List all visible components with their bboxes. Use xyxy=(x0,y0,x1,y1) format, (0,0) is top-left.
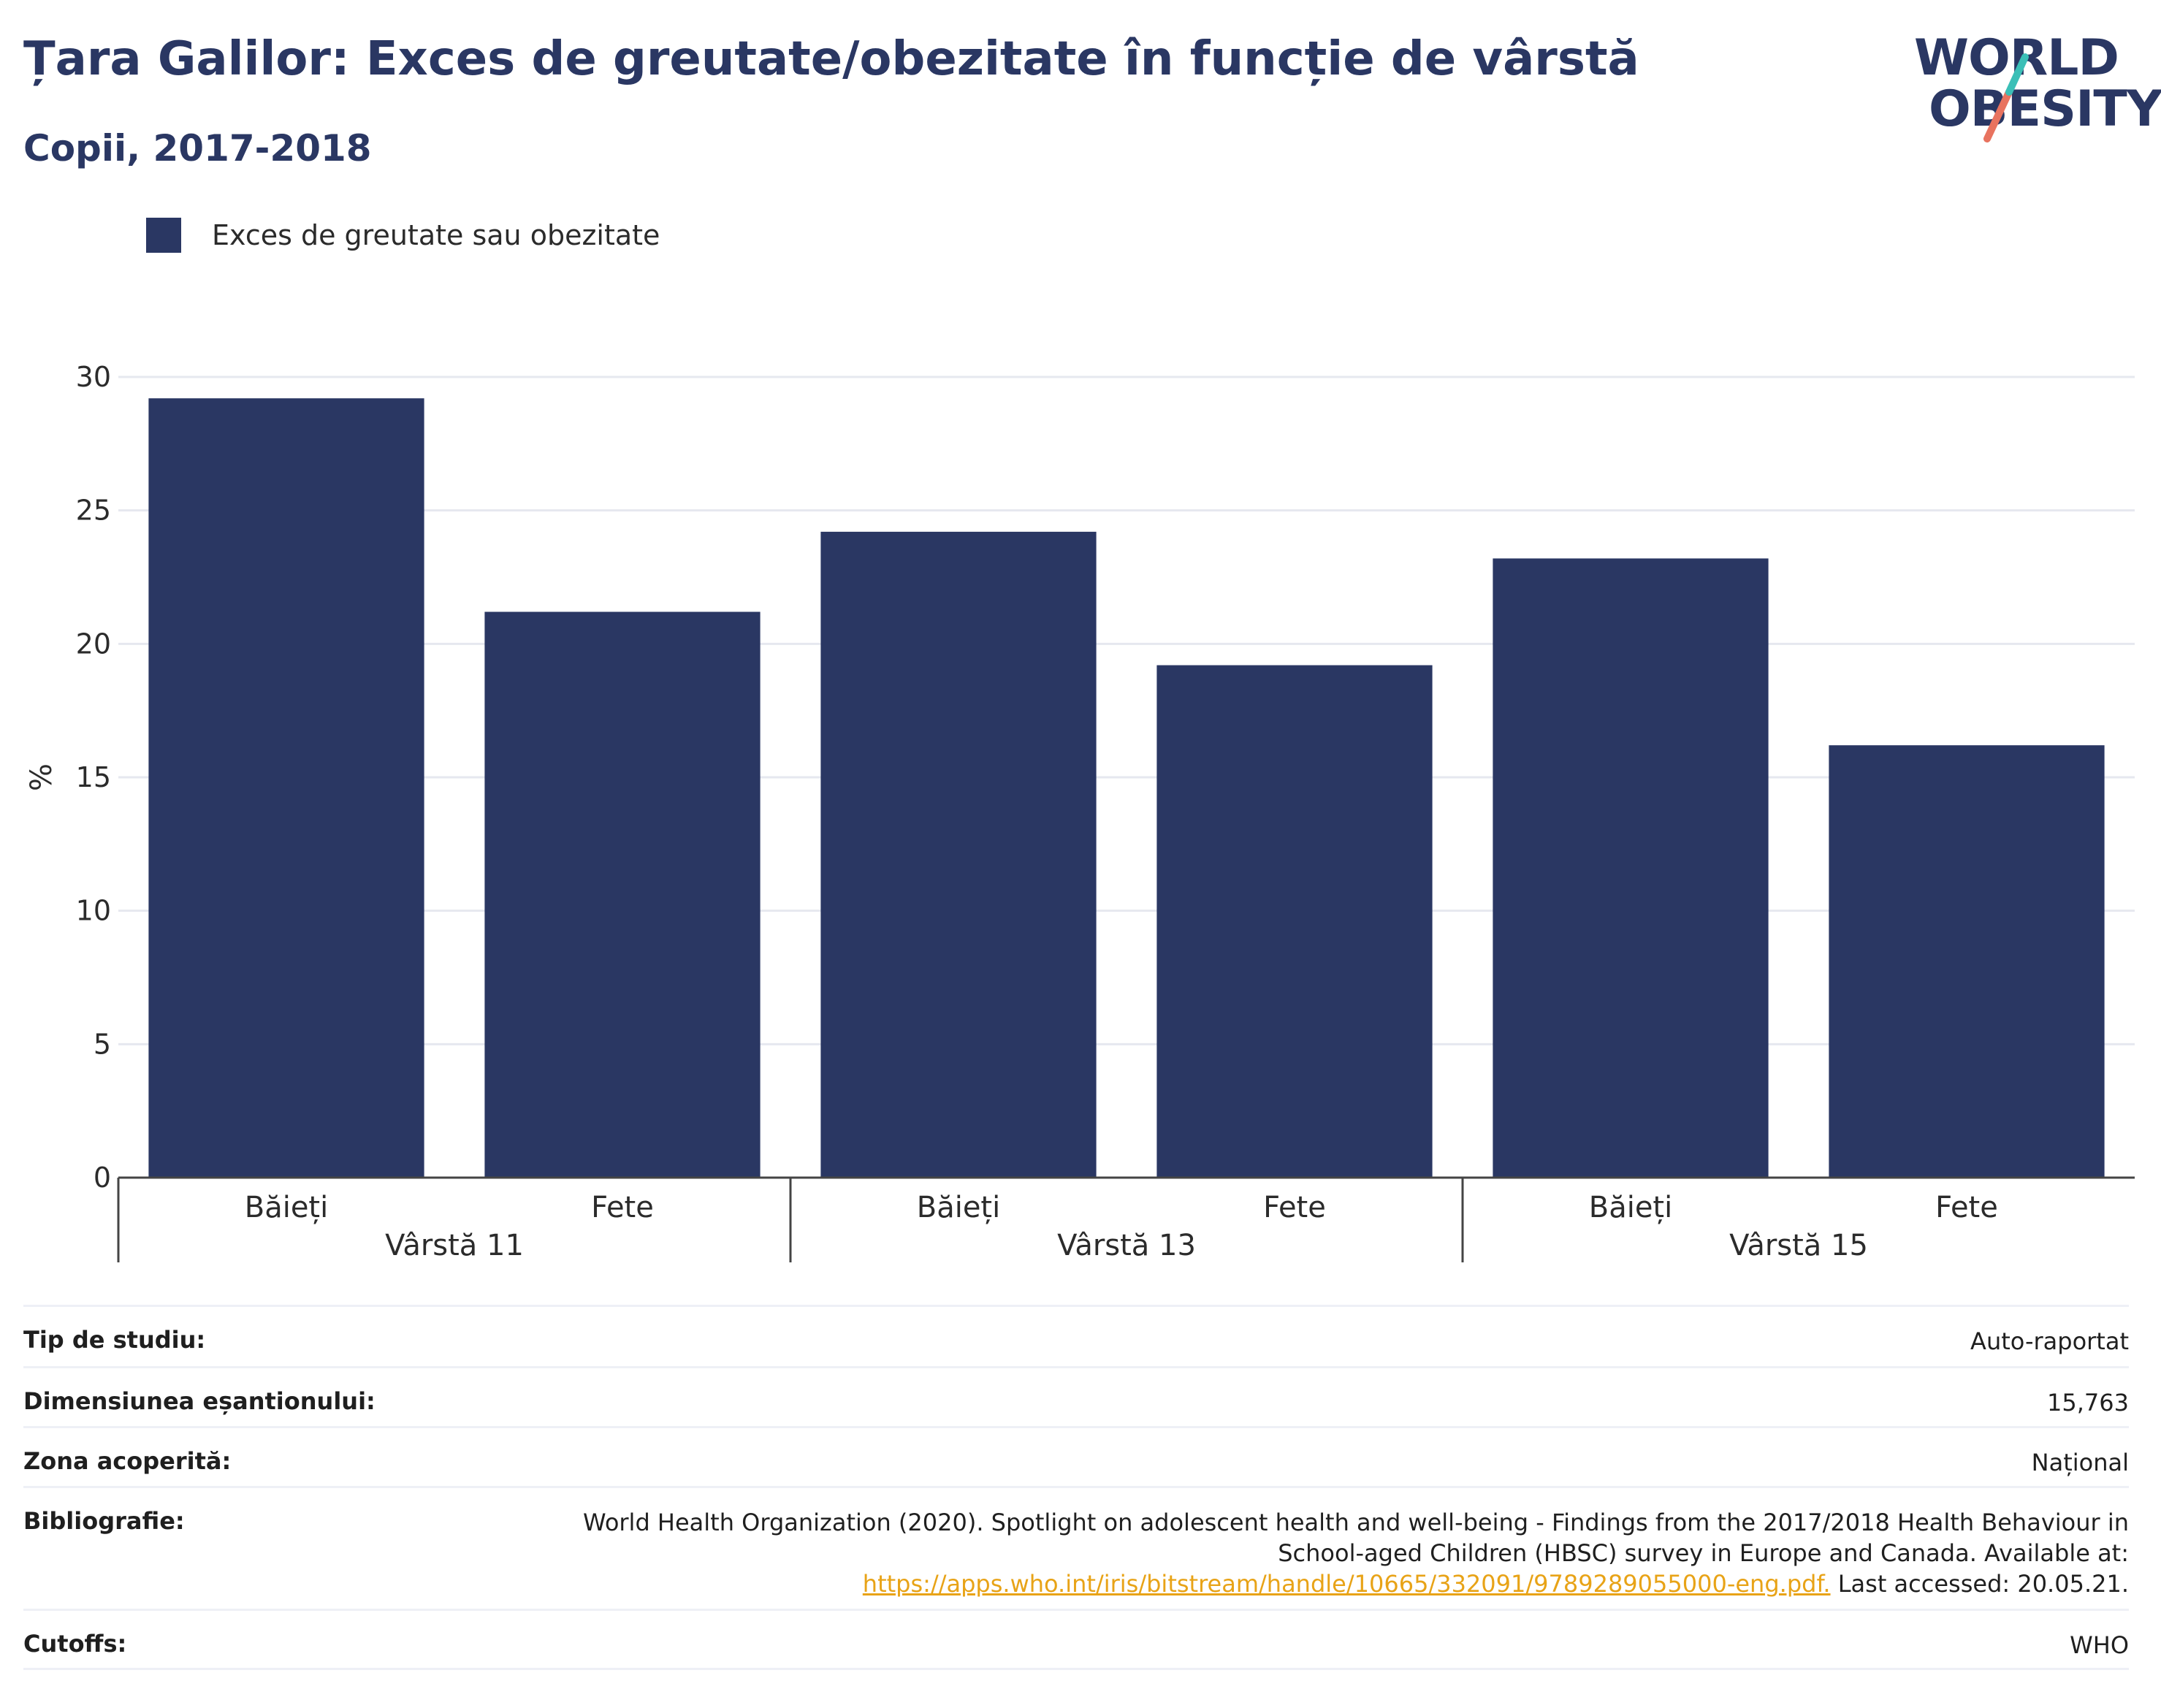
bar xyxy=(820,531,1097,1178)
y-tick-label: 15 xyxy=(76,761,111,793)
group-label: Vârstă 11 xyxy=(385,1229,524,1262)
bar xyxy=(484,611,761,1178)
y-tick-label: 5 xyxy=(94,1028,111,1060)
info-row-sample-size: Dimensiunea eșantionului: 15,763 xyxy=(23,1366,2129,1426)
bar xyxy=(1829,745,2105,1178)
info-value: World Health Organization (2020). Spotli… xyxy=(583,1507,2129,1599)
y-tick-label: 20 xyxy=(76,628,111,660)
group-label: Vârstă 13 xyxy=(1057,1229,1196,1262)
y-tick-label: 25 xyxy=(76,495,111,527)
y-tick-label: 0 xyxy=(94,1162,111,1194)
info-key: Tip de studiu: xyxy=(23,1326,206,1354)
x-tick-label: Băieți xyxy=(917,1191,1000,1224)
info-value: WHO xyxy=(2070,1631,2129,1659)
info-table: Tip de studiu: Auto-raportat Dimensiunea… xyxy=(23,1305,2129,1670)
legend: Exces de greutate sau obezitate xyxy=(146,216,660,254)
x-tick-label: Băieți xyxy=(245,1191,328,1224)
info-row-coverage: Zona acoperită: Național xyxy=(23,1426,2129,1486)
logo-slash-icon xyxy=(1983,53,2029,142)
info-row-bibliography: Bibliografie: World Health Organization … xyxy=(23,1486,2129,1609)
legend-label: Exces de greutate sau obezitate xyxy=(212,219,660,251)
x-tick-label: Băieți xyxy=(1589,1191,1672,1224)
x-tick-label: Fete xyxy=(1935,1191,1998,1224)
info-row-study-type: Tip de studiu: Auto-raportat xyxy=(23,1305,2129,1366)
x-tick-label: Fete xyxy=(1263,1191,1326,1224)
bar xyxy=(1156,665,1433,1178)
y-tick-label: 10 xyxy=(76,895,111,927)
world-obesity-logo: WORLD OBESITY xyxy=(1899,29,2161,161)
bibliography-line-1: World Health Organization (2020). Spotli… xyxy=(583,1509,2129,1536)
bibliography-link[interactable]: https://apps.who.int/iris/bitstream/hand… xyxy=(862,1570,1831,1598)
legend-swatch xyxy=(146,218,181,253)
info-row-cutoffs: Cutoffs: WHO xyxy=(23,1609,2129,1670)
info-value: Auto-raportat xyxy=(1970,1327,2129,1355)
info-value: Național xyxy=(2031,1449,2129,1476)
chart-subtitle: Copii, 2017-2018 xyxy=(23,127,372,169)
bar xyxy=(148,398,424,1178)
y-axis-label: % xyxy=(25,763,58,791)
info-key: Bibliografie: xyxy=(23,1507,185,1535)
info-key: Cutoffs: xyxy=(23,1630,127,1658)
logo-line-2: OBESITY xyxy=(1929,80,2161,138)
bar-chart: 0 5 10 15 20 25 30% Băieți Fete Băieți Fete Băieți F… xyxy=(25,361,2135,1262)
info-key: Dimensiunea eșantionului: xyxy=(23,1387,376,1415)
y-tick-label: 30 xyxy=(76,361,111,393)
bibliography-tail: Last accessed: 20.05.21. xyxy=(1830,1570,2129,1598)
x-tick-label: Fete xyxy=(591,1191,654,1224)
bibliography-line-2: School-aged Children (HBSC) survey in Eu… xyxy=(1278,1539,2129,1567)
info-key: Zona acoperită: xyxy=(23,1447,232,1475)
info-value: 15,763 xyxy=(2047,1389,2129,1417)
group-label: Vârstă 15 xyxy=(1729,1229,1868,1262)
chart-title: Țara Galilor: Exces de greutate/obezitat… xyxy=(23,32,1639,86)
bar xyxy=(1493,558,1769,1178)
